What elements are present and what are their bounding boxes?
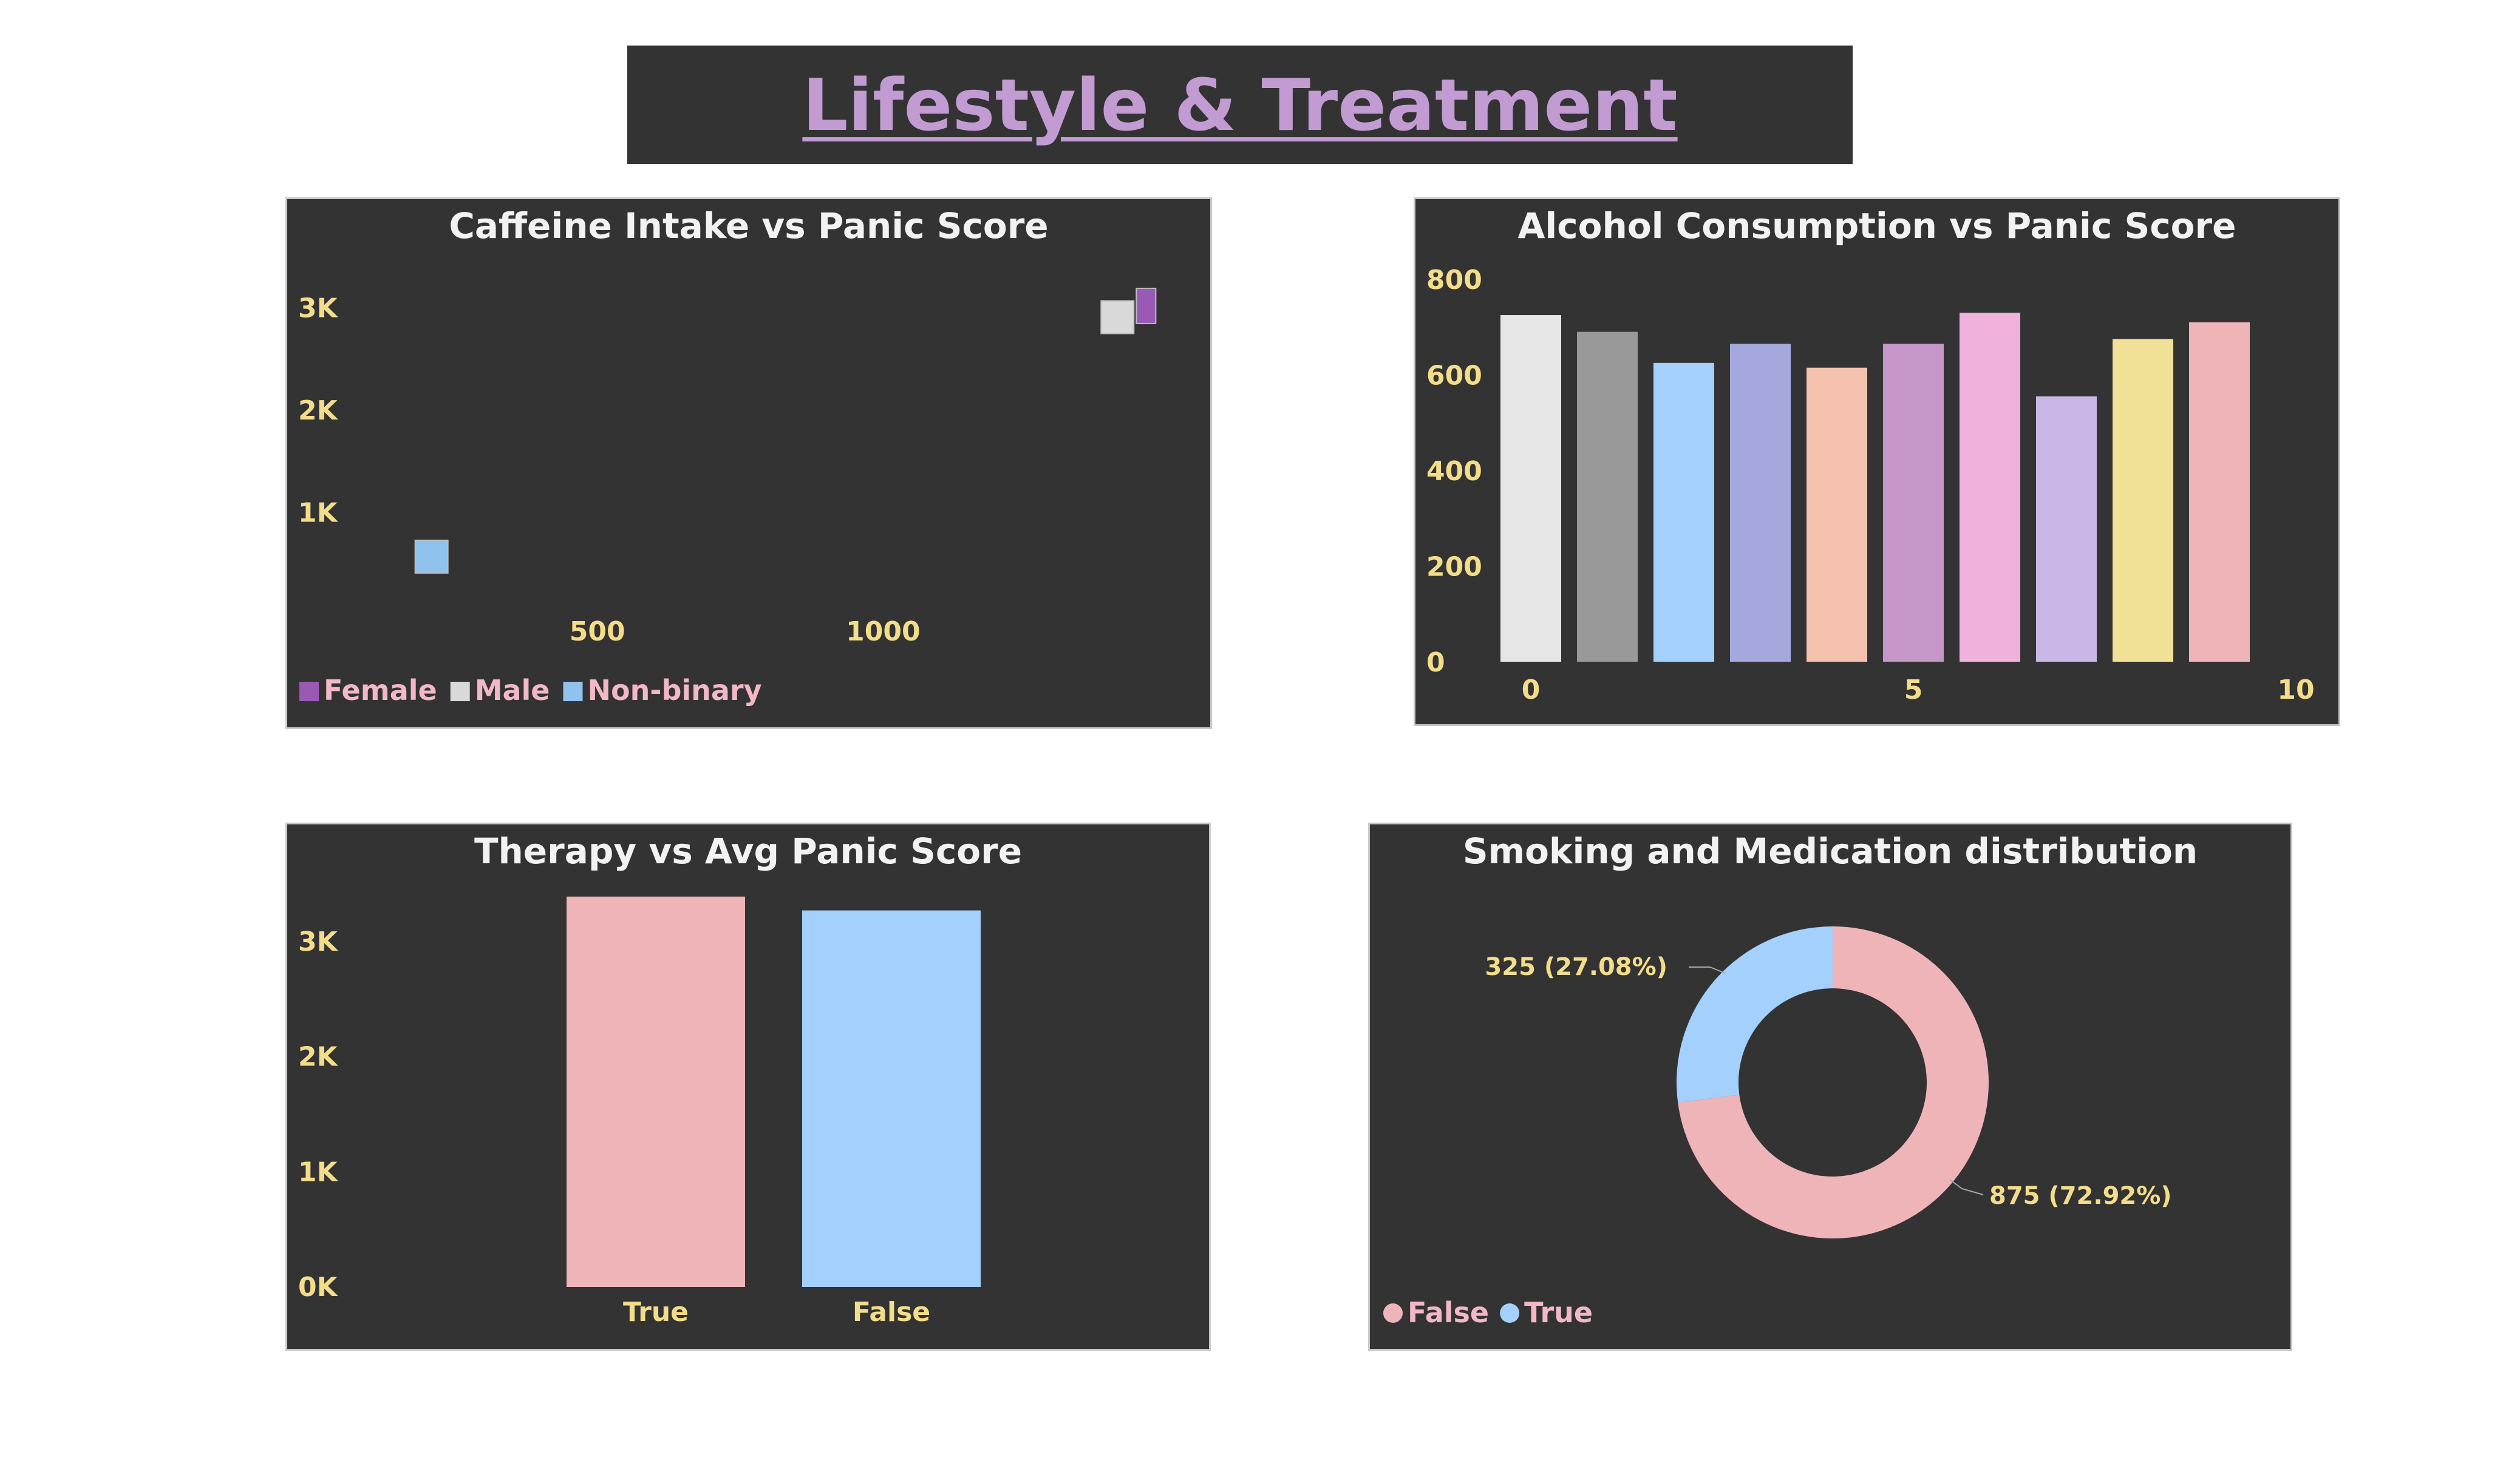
legend-label: Non-binary	[588, 674, 762, 707]
tick-label: 1K	[298, 1156, 339, 1187]
tick-label: 1K	[298, 497, 339, 528]
tick-label: 2K	[298, 1042, 339, 1073]
tick-label: 400	[1426, 456, 1482, 487]
legend-label: Male	[475, 674, 550, 707]
bar	[1577, 331, 1638, 662]
bar	[2189, 322, 2250, 662]
tick-label: 600	[1426, 361, 1482, 392]
chart-title: Caffeine Intake vs Panic Score	[449, 205, 1049, 246]
bar	[567, 896, 745, 1287]
tick-label: 5	[1904, 674, 1923, 705]
bar	[2036, 396, 2097, 662]
bar	[1960, 313, 2020, 662]
legend-swatch	[450, 682, 470, 701]
legend-label: True	[1524, 1296, 1593, 1329]
dashboard-title: Lifestyle & Treatment	[802, 63, 1678, 147]
legend-label: Female	[324, 674, 437, 707]
dashboard-title-banner: Lifestyle & Treatment	[627, 46, 1853, 164]
caffeine-scatter-plot: 1K 2K 3K 500 1000 Female Male Non-binary	[298, 287, 1157, 707]
data-label: 875 (72.92%)	[1989, 1182, 2172, 1210]
chart-title: Therapy vs Avg Panic Score	[474, 830, 1023, 872]
tick-label: 1000	[846, 616, 920, 647]
alcohol-bar-chart: 0 200 400 600 800 0 5 10	[1426, 265, 2315, 705]
bar	[802, 910, 981, 1287]
bar	[1807, 367, 1867, 662]
tick-label: 200	[1426, 552, 1482, 583]
alcohol-chart-panel: Alcohol Consumption vs Panic Score 0 200 4…	[1414, 197, 2340, 726]
bar	[1500, 315, 1561, 662]
scatter-point	[414, 539, 449, 574]
tick-label: 3K	[298, 293, 339, 324]
tick-label: 10	[2277, 674, 2314, 705]
tick-label: True	[623, 1297, 689, 1328]
tick-label: 0	[1426, 647, 1445, 678]
legend-swatch	[563, 682, 583, 701]
caffeine-chart-panel: Caffeine Intake vs Panic Score 1K 2K 3K 500…	[285, 197, 1212, 729]
donut-slice	[1677, 926, 1833, 1103]
donut-slice	[1678, 926, 1989, 1238]
legend-swatch	[1500, 1303, 1520, 1323]
scatter-point	[1100, 300, 1135, 335]
therapy-bar-chart: 0K 1K 2K 3K True False	[298, 896, 981, 1328]
tick-label: False	[853, 1297, 930, 1328]
legend-label: False	[1408, 1296, 1489, 1329]
smoking-chart-panel: Smoking and Medication distribution 875 …	[1368, 823, 2292, 1351]
bar	[1730, 344, 1791, 662]
bar	[1883, 344, 1944, 662]
tick-label: 800	[1426, 265, 1482, 296]
bar	[1653, 362, 1714, 662]
legend-swatch	[1383, 1303, 1403, 1323]
smoking-donut-chart: 875 (72.92%) 325 (27.08%) False True	[1383, 926, 2172, 1329]
tick-label: 0	[1522, 674, 1541, 705]
leader-line	[1949, 1179, 1984, 1195]
tick-label: 2K	[298, 395, 339, 426]
chart-title: Smoking and Medication distribution	[1462, 830, 2198, 872]
scatter-point	[1136, 287, 1157, 324]
tick-label: 0K	[298, 1272, 339, 1303]
chart-title: Alcohol Consumption vs Panic Score	[1517, 205, 2236, 246]
data-label: 325 (27.08%)	[1485, 953, 1667, 981]
legend-swatch	[299, 682, 319, 701]
bar	[2113, 339, 2173, 662]
therapy-chart-panel: Therapy vs Avg Panic Score 0K 1K 2K 3K True F…	[285, 823, 1211, 1351]
leader-line	[1689, 966, 1726, 974]
tick-label: 3K	[298, 926, 339, 957]
tick-label: 500	[570, 616, 625, 647]
